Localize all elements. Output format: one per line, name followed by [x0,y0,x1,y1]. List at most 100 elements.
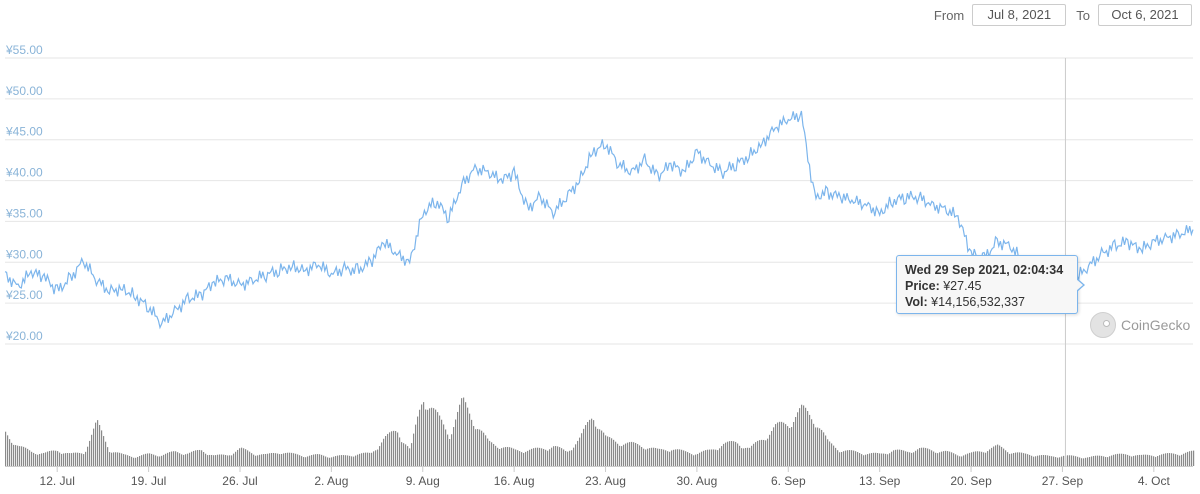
volume-bar [215,455,217,466]
volume-bar [1097,455,1099,466]
volume-bar [71,453,73,466]
volume-bar [471,419,473,466]
volume-bar [199,449,201,466]
volume-bar [1075,456,1077,466]
volume-bar [233,453,235,466]
volume-bar [59,452,61,466]
volume-bar [687,452,689,466]
volume-bar [169,452,171,466]
volume-bar [543,448,545,466]
volume-bar [529,449,531,466]
volume-bar [487,438,489,466]
volume-bar [353,456,355,466]
volume-bar [161,455,163,466]
volume-bar [739,445,741,466]
volume-bar [393,430,395,466]
to-date-input[interactable]: Oct 6, 2021 [1098,4,1192,26]
volume-bar [207,455,209,466]
volume-bar [1141,454,1143,466]
volume-bar [741,448,743,466]
volume-bar [625,443,627,466]
volume-bar [403,443,405,466]
volume-bar [599,429,601,466]
volume-bar [1013,452,1015,466]
volume-bar [869,453,871,466]
volume-bar [591,418,593,466]
volume-bar [899,449,901,466]
volume-bar [1137,455,1139,466]
volume-bar [173,451,175,466]
volume-bar [123,454,125,466]
volume-bar [883,453,885,466]
volume-bar [269,453,271,466]
volume-bar [21,446,23,466]
volume-bar [617,443,619,466]
volume-bar [513,448,515,466]
y-tick-label: ¥55.00 [5,43,43,57]
from-label: From [933,7,965,23]
volume-bar [703,450,705,466]
volume-bar [523,452,525,466]
volume-bar [179,453,181,466]
volume-bar [861,454,863,466]
volume-bar [371,452,373,466]
volume-bar [697,453,699,466]
volume-bar [955,454,957,466]
y-tick-label: ¥35.00 [5,206,43,220]
volume-bar [291,452,293,466]
y-tick-label: ¥40.00 [5,166,43,180]
chart-gridlines [5,57,1193,345]
volume-bar [517,450,519,466]
volume-bar [1113,454,1115,466]
volume-bar [479,429,481,466]
volume-bar [1033,456,1035,466]
volume-bar [425,409,427,466]
volume-bar [477,429,479,466]
volume-bar [369,452,371,466]
volume-bar [969,452,971,466]
volume-bar [251,453,253,466]
volume-bar [79,452,81,466]
volume-bar [501,448,503,466]
volume-bar [409,448,411,466]
volume-bar [695,454,697,466]
volume-bar [841,451,843,466]
volume-bar [467,407,469,466]
volume-bar [701,451,703,466]
volume-bar [589,419,591,466]
volume-bar [895,449,897,466]
volume-bar [537,447,539,466]
volume-bar [1117,453,1119,466]
volume-bar [837,450,839,466]
volume-bar [611,438,613,466]
volume-bar [1155,456,1157,466]
volume-bar [253,454,255,466]
volume-bar [181,454,183,466]
volume-bar [33,452,35,466]
y-tick-label: ¥30.00 [5,247,43,261]
volume-bar [799,408,801,466]
price-line [4,110,1194,330]
volume-bar [717,450,719,466]
volume-bar [533,448,535,466]
volume-bar [727,441,729,466]
volume-bar [39,454,41,466]
volume-bar [629,442,631,466]
volume-bar [295,453,297,466]
volume-bar [643,448,645,466]
volume-bar [897,449,899,466]
volume-bar [1105,456,1107,466]
volume-bar [871,453,873,466]
volume-bar [563,449,565,466]
volume-bar [1069,455,1071,466]
volume-bar [731,440,733,466]
volume-bar [633,442,635,466]
volume-bar [105,441,107,466]
volume-bar [867,454,869,466]
volume-bar [1189,451,1191,466]
volume-bar [1009,453,1011,466]
volume-bar [1193,450,1195,466]
from-date-input[interactable]: Jul 8, 2021 [972,4,1067,26]
volume-bar [953,453,955,466]
